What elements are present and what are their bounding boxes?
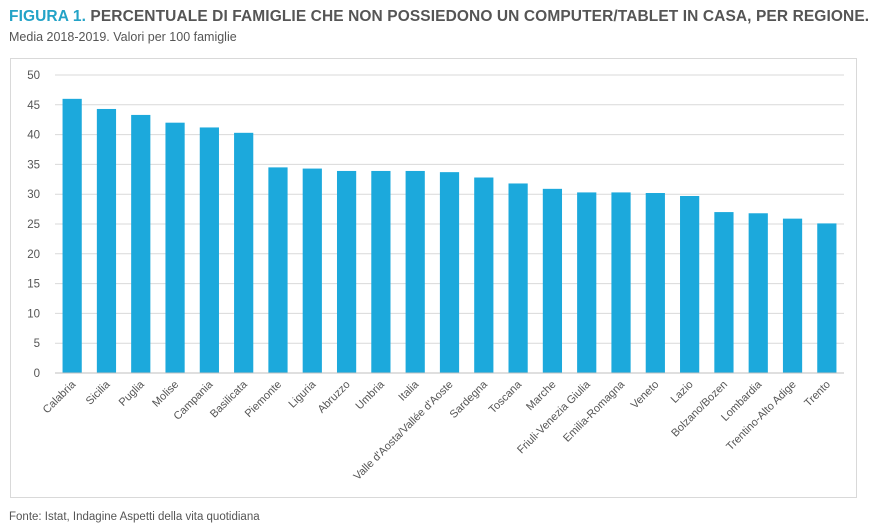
bar (96, 108, 117, 374)
x-tick-label: Marche (524, 379, 558, 413)
bar (302, 168, 322, 373)
bar (577, 192, 597, 373)
y-tick-label: 40 (27, 130, 40, 142)
bar (748, 213, 768, 373)
x-tick-label: Piemonte (243, 379, 284, 420)
x-tick-label: Calabria (41, 378, 79, 416)
y-tick-label: 35 (27, 159, 40, 171)
bar (680, 195, 700, 373)
bar (714, 212, 734, 373)
x-tick-label: Lazio (669, 379, 696, 406)
y-tick-label: 45 (27, 100, 40, 112)
x-tick-label: Sicilia (84, 378, 113, 407)
bar (474, 177, 494, 373)
bar (336, 170, 357, 373)
bar (165, 122, 185, 374)
bar (817, 223, 837, 373)
bar (645, 193, 665, 373)
x-tick-label: Emilia-Romagna (561, 378, 628, 445)
x-tick-label: Liguria (287, 378, 319, 410)
x-tick-label: Abruzzo (316, 379, 353, 416)
bar (62, 98, 82, 373)
y-tick-label: 20 (27, 249, 40, 261)
source-note: Fonte: Istat, Indagine Aspetti della vit… (9, 511, 260, 523)
bar (371, 170, 391, 373)
bar-chart: 0 5 10 15 20 25 30 35 40 45 50 Calabria Sicilia Pugli… (27, 70, 844, 483)
y-tick-label: 0 (34, 368, 40, 380)
bar (405, 170, 425, 373)
bar (199, 127, 219, 373)
chart-frame: 0 5 10 15 20 25 30 35 40 45 50 Calabria Sicilia Pugli… (10, 58, 857, 498)
x-tick-label: Molise (150, 379, 181, 410)
bar (234, 132, 254, 373)
bar (782, 218, 803, 373)
bar (542, 188, 563, 373)
figure-label: FIGURA 1. (9, 8, 86, 25)
x-tick-label: Italia (396, 378, 422, 404)
bar (131, 114, 151, 373)
bar (268, 167, 288, 373)
y-tick-label: 5 (34, 338, 40, 350)
x-tick-label: Trento (802, 379, 833, 410)
x-tick-label: Puglia (117, 378, 148, 409)
x-tick-label: Umbria (353, 378, 387, 412)
y-tick-label: 50 (27, 70, 40, 82)
bar (508, 183, 528, 373)
figure-title: PERCENTUALE DI FAMIGLIE CHE NON POSSIEDO… (90, 8, 870, 25)
y-tick-label: 30 (27, 189, 40, 201)
y-tick-label: 10 (27, 308, 40, 320)
bar (611, 192, 631, 373)
figure-heading: FIGURA 1. PERCENTUALE DI FAMIGLIE CHE NO… (9, 8, 869, 26)
bar (439, 172, 460, 373)
figure-subtitle: Media 2018-2019. Valori per 100 famiglie (9, 30, 237, 44)
x-tick-label: Sardegna (448, 378, 491, 421)
x-tick-label: Veneto (629, 379, 662, 412)
y-tick-label: 25 (27, 219, 40, 231)
x-tick-label: Toscana (487, 378, 525, 416)
y-tick-label: 15 (27, 279, 40, 291)
